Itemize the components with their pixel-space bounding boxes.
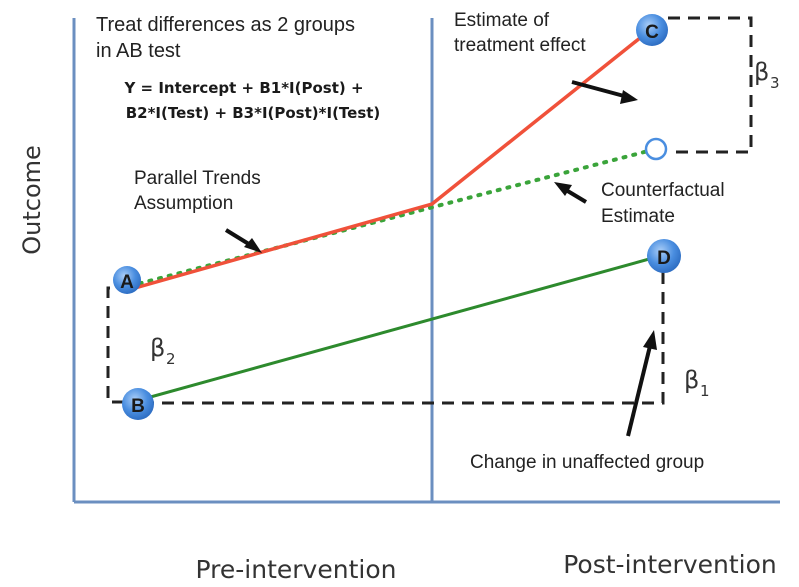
point-c-label: C [645,22,659,43]
y-axis-label: Outcome [18,145,46,255]
arrow-counterfactual [554,182,588,204]
change-unaffected-label: Change in unaffected group [470,452,704,473]
beta2-bracket [106,286,136,404]
point-c: C [636,14,668,46]
beta-3-label: β 3 [754,58,780,92]
arrow-parallel-trends [224,228,262,253]
estimate-line-1: Estimate of [454,10,550,31]
x-axis-label-post: Post-intervention [563,550,777,579]
beta-1-label: β 1 [684,366,710,400]
point-b: B [122,388,154,420]
svg-text:2: 2 [166,350,176,368]
svg-text:β: β [150,334,165,362]
title-line-2: in AB test [96,40,181,62]
title-line-1: Treat differences as 2 groups [96,14,355,36]
formula-line-2: B2*I(Test) + B3*I(Post)*I(Test) [126,104,381,122]
beta3-bracket [668,16,753,154]
counterfactual-line-1: Counterfactual [601,180,725,201]
control-group-line [135,254,661,403]
point-a-label: A [120,272,134,293]
estimate-line-2: treatment effect [454,35,586,56]
arrow-unaffected-change [626,330,657,437]
point-d-label: D [657,248,671,269]
point-a: A [113,266,141,294]
parallel-trends-line-2: Assumption [134,193,233,214]
counterfactual-point [644,137,668,161]
svg-text:β: β [684,366,699,394]
point-d: D [647,239,681,273]
point-b-label: B [131,396,145,417]
svg-text:3: 3 [770,74,780,92]
beta-2-label: β 2 [150,334,176,368]
arrow-treatment-effect [571,80,638,104]
x-axis-label-pre: Pre-intervention [196,555,397,584]
svg-text:1: 1 [700,382,710,400]
parallel-trends-line-1: Parallel Trends [134,168,261,189]
formula-line-1: Y = Intercept + B1*I(Post) + [123,79,363,97]
treatment-group-line [127,28,652,292]
beta1-bracket [142,268,665,405]
counterfactual-line-2: Estimate [601,206,675,227]
svg-text:β: β [754,58,769,86]
